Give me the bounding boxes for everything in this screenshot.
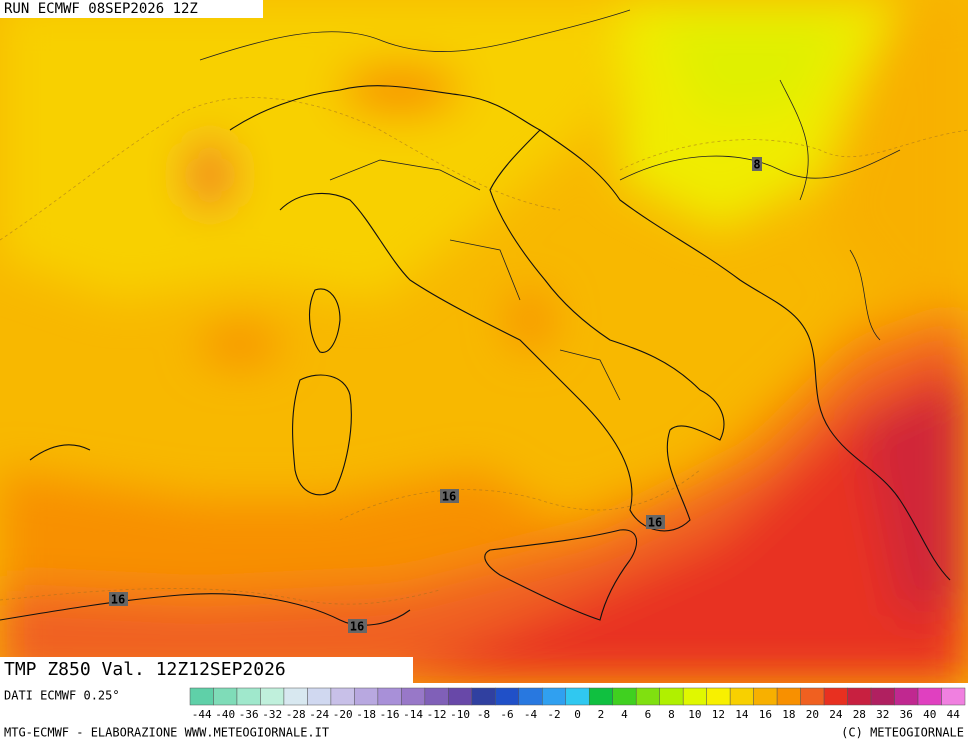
contour-label: 8	[753, 158, 760, 172]
colorbar-swatch	[729, 687, 754, 706]
colorbar-swatch	[448, 687, 473, 706]
colorbar-label: -8	[477, 708, 490, 721]
colorbar-label: 14	[735, 708, 749, 721]
colorbar-swatch	[823, 687, 848, 706]
colorbar-swatch	[260, 687, 285, 706]
colorbar-label: -24	[309, 708, 329, 721]
colorbar-swatch	[800, 687, 825, 706]
colorbar-swatch	[213, 687, 238, 706]
credit: MTG-ECMWF - ELABORAZIONE WWW.METEOGIORNA…	[4, 726, 329, 740]
colorbar-label: -10	[450, 708, 470, 721]
contour-label-box	[646, 515, 665, 529]
colorbar-swatch	[706, 687, 731, 706]
title-box	[0, 0, 263, 18]
contour-labels: 8 16 16 16 16	[109, 157, 762, 634]
run-title: RUN ECMWF 08SEP2026 12Z	[4, 1, 198, 17]
colorbar-swatch	[917, 687, 942, 706]
colorbar-swatch	[189, 687, 214, 706]
colorbar-swatch	[565, 687, 590, 706]
colorbar-label: 6	[645, 708, 652, 721]
colorbar-label: 20	[806, 708, 819, 721]
colorbar-swatch	[424, 687, 449, 706]
colorbar-label: 32	[876, 708, 889, 721]
colorbar-label: -32	[262, 708, 282, 721]
colorbar-label: 28	[853, 708, 866, 721]
colorbar-swatch	[495, 687, 520, 706]
colorbar-swatch	[518, 687, 543, 706]
contour-label-box	[752, 157, 762, 171]
colorbar-label: -2	[547, 708, 560, 721]
colorbar-label: 4	[621, 708, 628, 721]
field-label: TMP Z850 Val. 12Z12SEP2026	[4, 659, 286, 680]
colorbar-label: 2	[598, 708, 605, 721]
colorbar-swatch	[870, 687, 895, 706]
colorbar-label: -6	[500, 708, 513, 721]
colorbar-label: -16	[380, 708, 400, 721]
colorbar-swatch	[330, 687, 355, 706]
colorbar-label: -36	[239, 708, 259, 721]
field-label-box	[0, 657, 413, 683]
contour-label-box	[348, 619, 367, 633]
colorbar-label: -14	[403, 708, 423, 721]
source-label: DATI ECMWF 0.25°	[4, 689, 120, 703]
colorbar-label: 24	[829, 708, 843, 721]
colorbar-label: 0	[574, 708, 581, 721]
contour-label-box	[109, 592, 128, 606]
colorbar-label: -28	[286, 708, 306, 721]
colorbar-swatch	[894, 687, 919, 706]
contour-label-box	[440, 489, 459, 503]
colorbar-label: 12	[712, 708, 725, 721]
colorbar-label: -20	[333, 708, 353, 721]
contour-label: 16	[350, 620, 364, 634]
colorbar-swatch	[588, 687, 613, 706]
contour-label: 16	[111, 593, 125, 607]
colorbar-swatch	[635, 687, 660, 706]
contour-label: 16	[648, 516, 662, 530]
temperature-field: 8 16 16 16 16	[0, 0, 968, 683]
colorbar-swatch	[354, 687, 379, 706]
contour-label: 16	[442, 490, 456, 504]
colorbar-swatch	[307, 687, 332, 706]
colorbar-swatch	[401, 687, 426, 706]
colorbar-swatch	[776, 687, 801, 706]
colorbar-swatch	[283, 687, 308, 706]
colorbar-swatch	[659, 687, 684, 706]
colorbar-label: 40	[923, 708, 936, 721]
colorbar-swatch	[542, 687, 567, 706]
colorbar-label: -40	[215, 708, 235, 721]
colorbar-label: -44	[192, 708, 212, 721]
colorbar-swatch	[471, 687, 496, 706]
borders	[199, 9, 901, 401]
colorbar-swatch	[612, 687, 637, 706]
copyright: (C) METEOGIORNALE	[841, 726, 964, 740]
colorbar-label: 10	[688, 708, 701, 721]
colorbar-swatch	[682, 687, 707, 706]
colorbar-label: -4	[524, 708, 538, 721]
colorbar-label: 16	[759, 708, 772, 721]
colorbar-label: 18	[782, 708, 795, 721]
colorbar-label: 8	[668, 708, 675, 721]
colorbar-label: 44	[947, 708, 961, 721]
colorbar-label: -18	[356, 708, 376, 721]
colorbar-swatch	[753, 687, 778, 706]
colorbar: -44 -40 -36 -32 -28 -24 -20 -18 -16 -14 -12 -10 -8 -6…	[189, 687, 966, 721]
colorbar-label: -12	[427, 708, 447, 721]
colorbar-swatch	[941, 687, 966, 706]
colorbar-swatch	[377, 687, 402, 706]
colorbar-swatch	[236, 687, 261, 706]
colorbar-label: 36	[900, 708, 913, 721]
colorbar-swatch	[847, 687, 872, 706]
